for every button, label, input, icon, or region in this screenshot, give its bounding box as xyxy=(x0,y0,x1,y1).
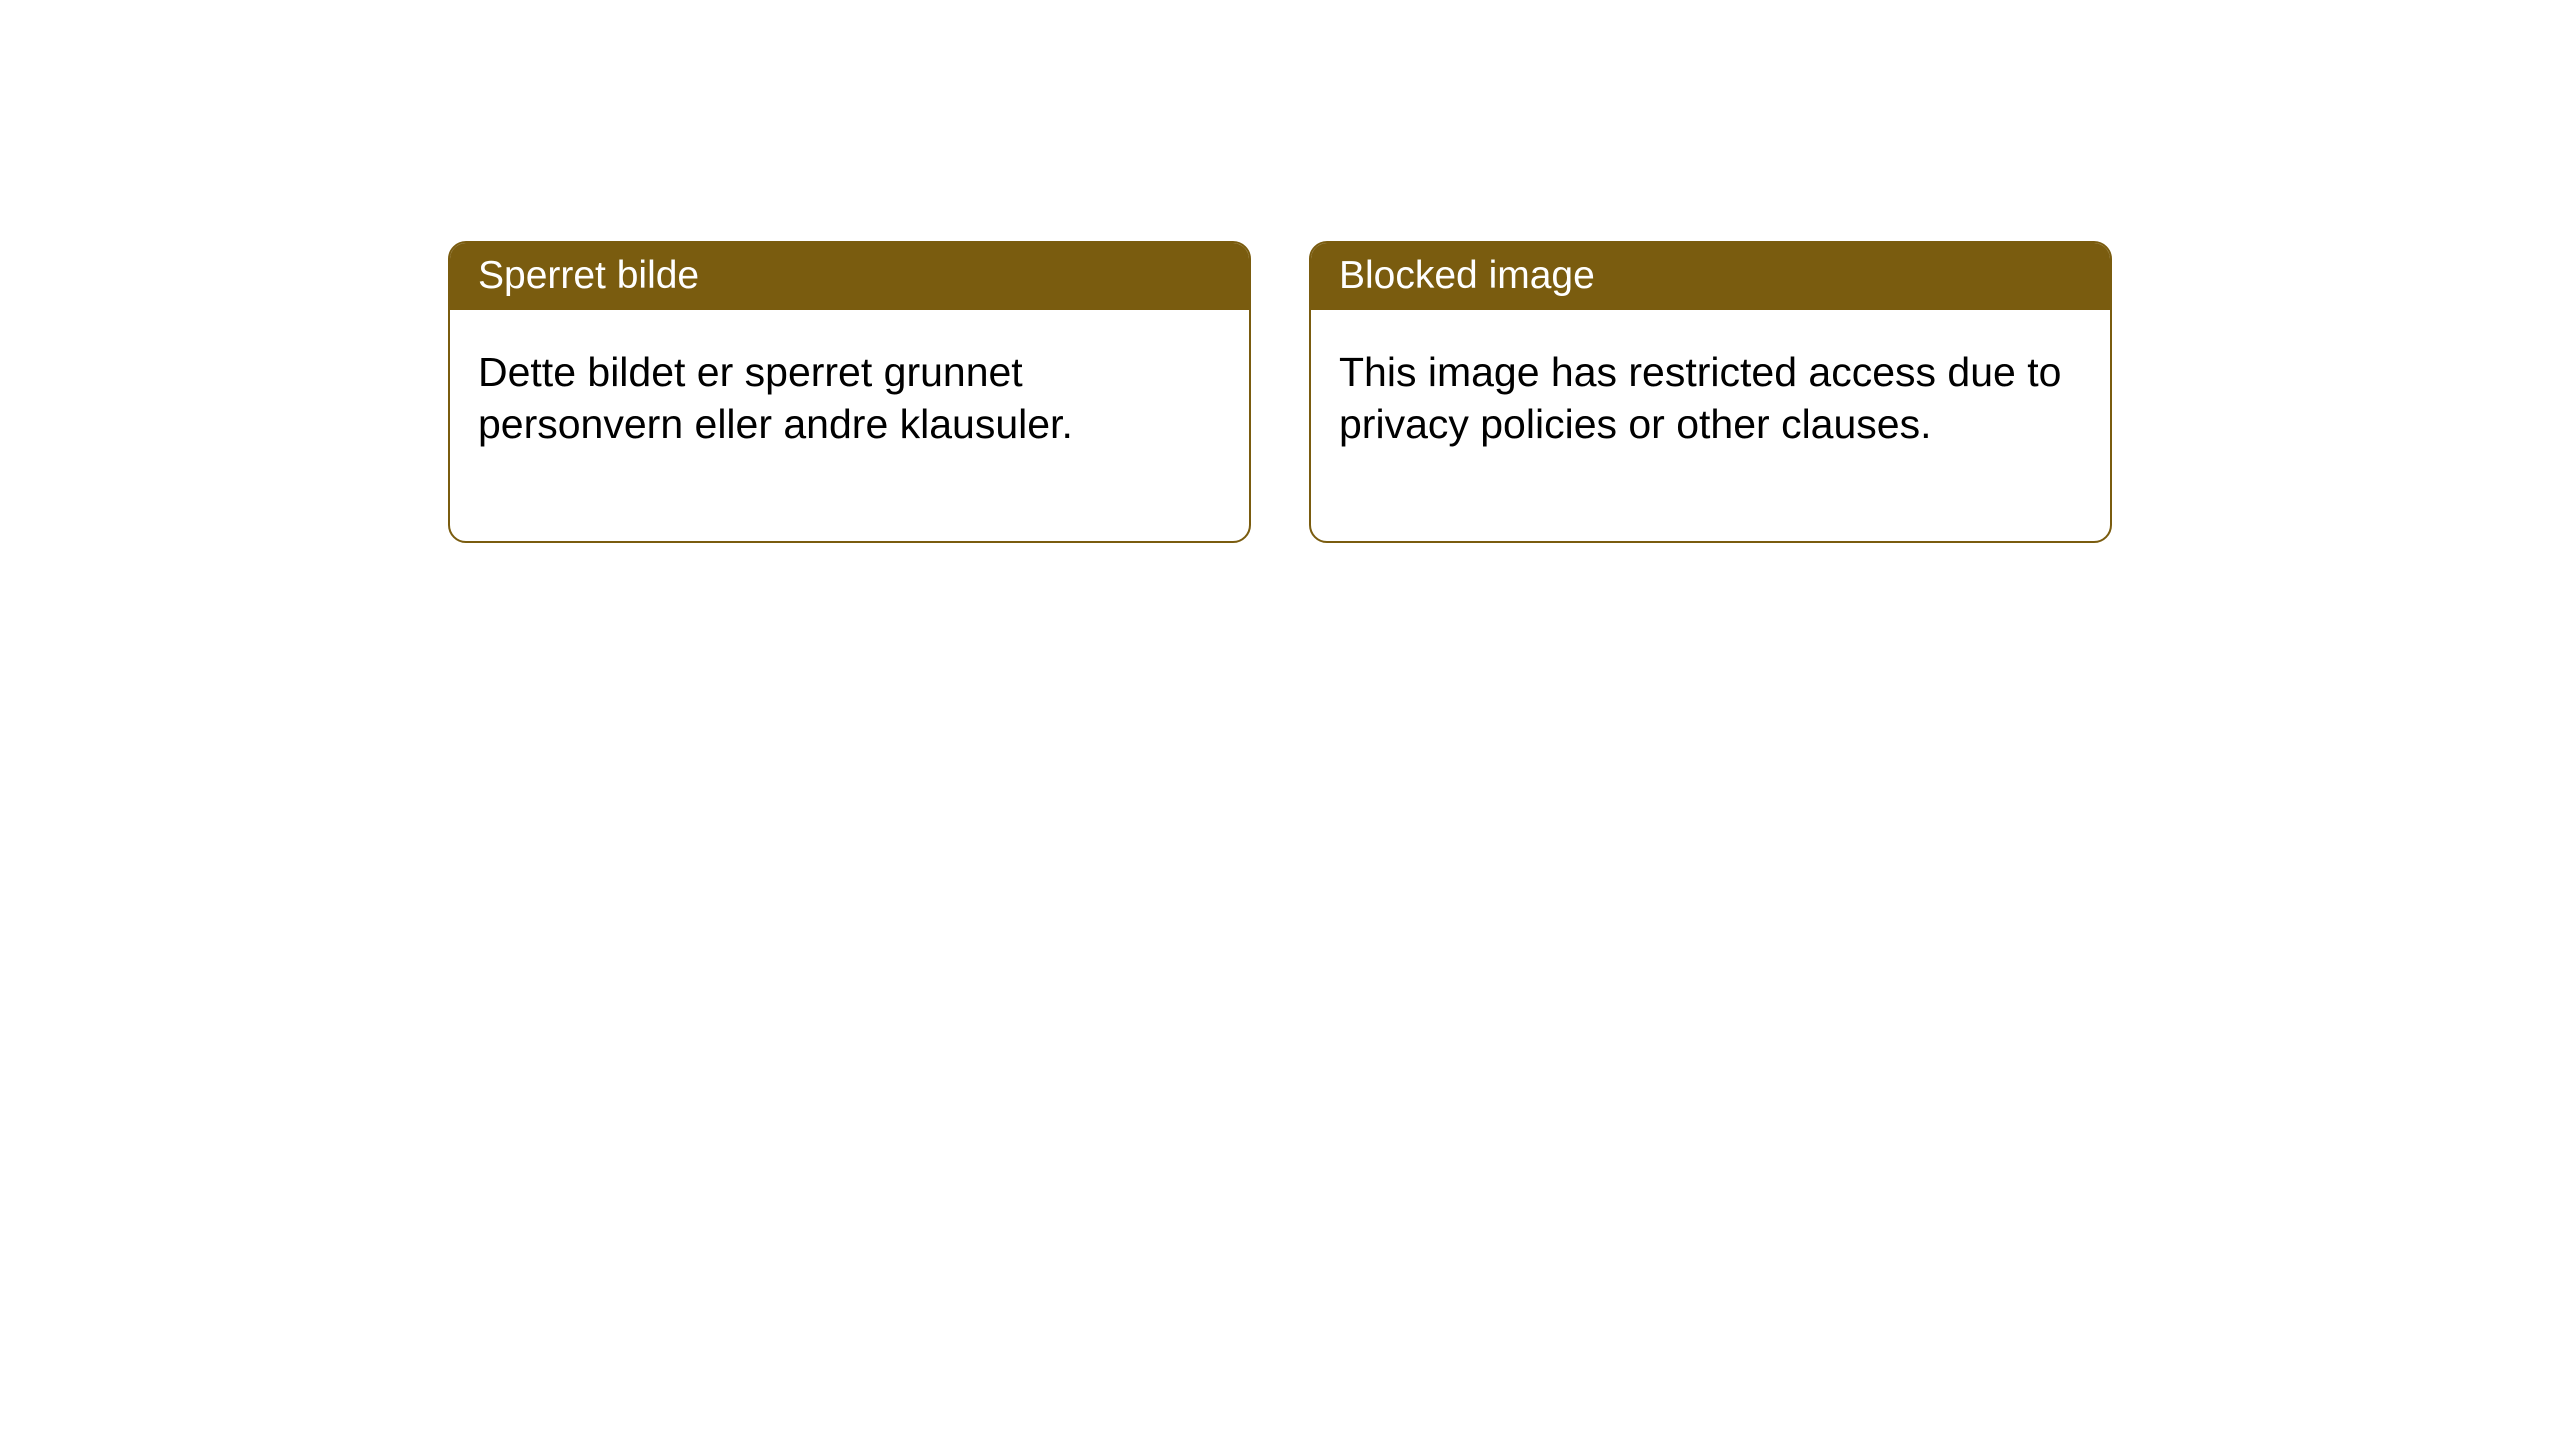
notice-container: Sperret bilde Dette bildet er sperret gr… xyxy=(448,241,2112,543)
notice-body-norwegian: Dette bildet er sperret grunnet personve… xyxy=(450,310,1249,541)
notice-card-norwegian: Sperret bilde Dette bildet er sperret gr… xyxy=(448,241,1251,543)
notice-card-english: Blocked image This image has restricted … xyxy=(1309,241,2112,543)
notice-header-english: Blocked image xyxy=(1311,243,2110,310)
notice-header-norwegian: Sperret bilde xyxy=(450,243,1249,310)
notice-body-english: This image has restricted access due to … xyxy=(1311,310,2110,541)
